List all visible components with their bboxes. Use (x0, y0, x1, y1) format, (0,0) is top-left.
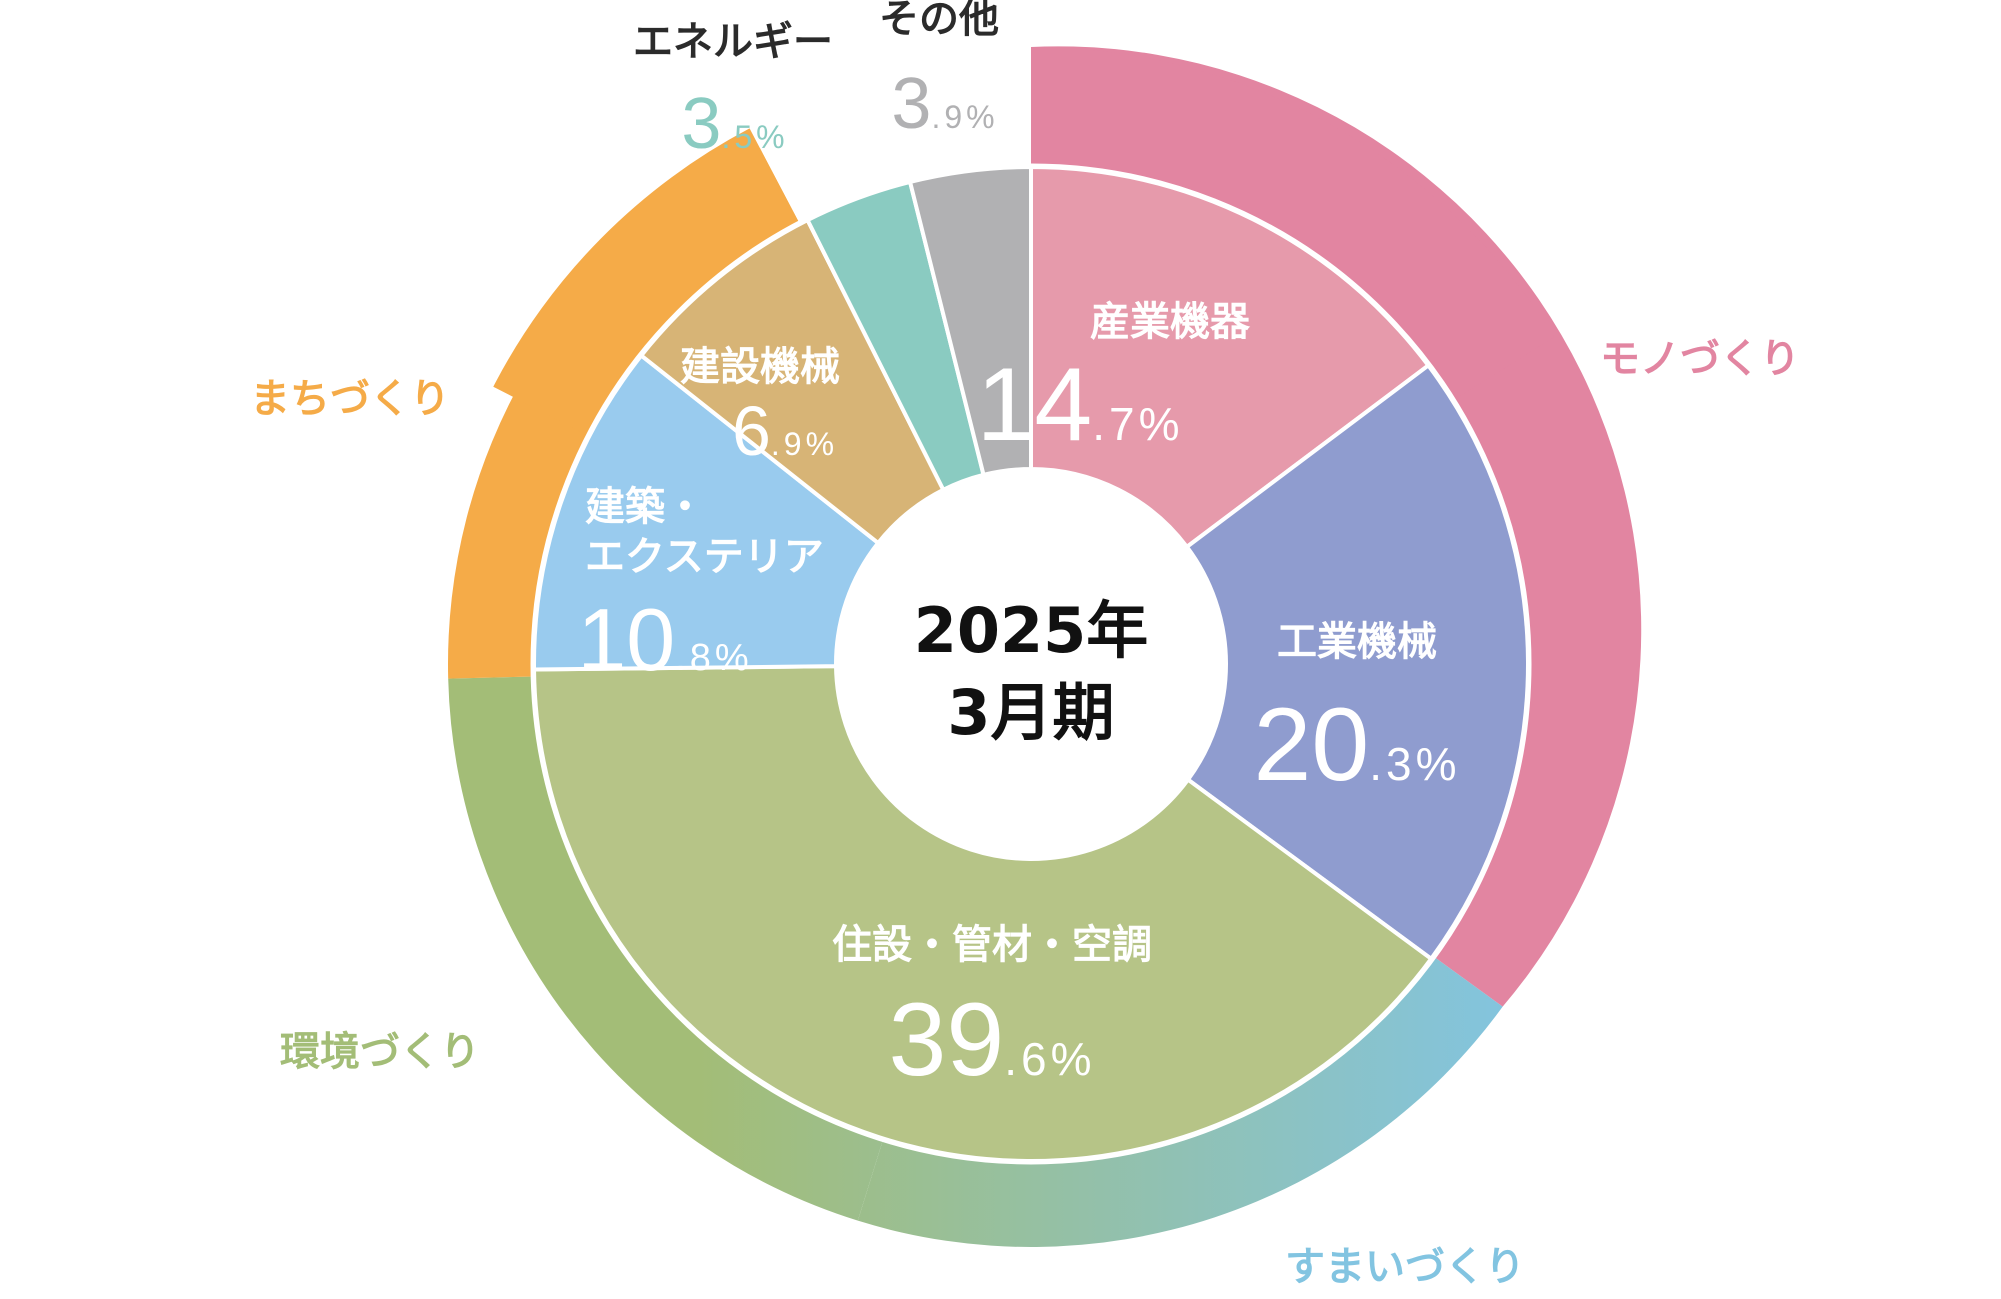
outer-label-3: 環境づくり (280, 1029, 480, 1075)
slice-label-7: その他 (879, 0, 999, 42)
outer-label-2: すまいづくり (1285, 1244, 1525, 1290)
slice-label-5: 建設機械 (680, 344, 840, 390)
slice-value-int: 10 (577, 590, 675, 689)
slice-value-int: 3 (681, 84, 721, 164)
slice-value-dec: .5% (721, 119, 788, 155)
outer-segment-1-extension (1031, 47, 1555, 401)
outer-segment-3 (448, 676, 884, 1221)
slice-value-dec: .9% (771, 426, 838, 462)
slice-value-int: 20 (1254, 687, 1370, 803)
slice-value-int: 6 (732, 392, 771, 470)
slice-label-line: エクステリア (585, 534, 824, 580)
slice-value-2: 20.3% (1254, 687, 1461, 803)
slice-value-dec: .3% (1369, 738, 1460, 790)
inner-ring (530, 163, 1532, 1165)
center-title-line: 2025年 (914, 594, 1149, 667)
slice-label-6: エネルギー (633, 19, 833, 65)
slice-value-7: 3.9% (891, 64, 998, 144)
outer-segment-2 (857, 956, 1503, 1248)
center-title-line: 3月期 (947, 676, 1114, 749)
ring-separator (530, 163, 1532, 1165)
slice-value-int: 14 (977, 347, 1093, 463)
slice-value-1: 14.7% (977, 347, 1184, 463)
outer-segment-4-extension (493, 128, 800, 437)
outer-label-4: まちづくり (250, 376, 450, 422)
slice-value-dec: .7% (1092, 398, 1183, 450)
slice-value-4: 10.8% (577, 590, 752, 689)
slice-value-int: 3 (891, 64, 931, 144)
outer-label-1: モノづくり (1600, 336, 1800, 382)
slice-value-dec: .8% (675, 637, 752, 679)
slice-label-4: 建築・エクステリア (585, 484, 824, 580)
slice-label-2: 工業機械 (1277, 619, 1437, 665)
slice-label-line: 建築・ (585, 484, 705, 530)
slice-value-6: 3.5% (681, 84, 788, 164)
slice-value-3: 39.6% (889, 982, 1096, 1098)
slice-label-3: 住設・管材・空調 (832, 922, 1152, 968)
slice-value-5: 6.9% (732, 392, 838, 470)
center-title: 2025年 3月期 (914, 594, 1149, 749)
slice-label-1: 産業機器 (1090, 299, 1251, 345)
slice-value-dec: .6% (1004, 1033, 1095, 1085)
slice-value-int: 39 (889, 982, 1005, 1098)
slice-value-dec: .9% (931, 99, 998, 135)
